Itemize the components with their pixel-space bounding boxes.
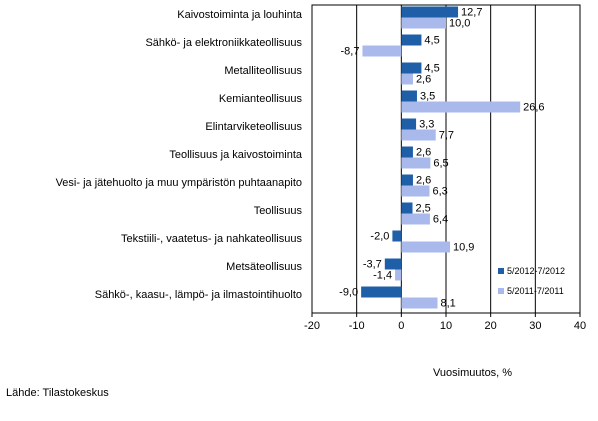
data-label: -3,7 bbox=[363, 259, 382, 271]
category-label: Metsäteollisuus bbox=[226, 261, 302, 273]
bar bbox=[401, 6, 459, 18]
data-label: 4,5 bbox=[424, 35, 439, 47]
data-label: 12,7 bbox=[461, 7, 482, 19]
category-label: Teollisuus bbox=[254, 205, 303, 217]
x-tick-label: 30 bbox=[529, 320, 541, 332]
category-label: Vesi- ja jätehuolto ja muu ympäristön pu… bbox=[56, 177, 302, 189]
data-label: 3,3 bbox=[419, 119, 434, 131]
data-label: 7,7 bbox=[439, 130, 454, 142]
legend-label: 5/2011-7/2011 bbox=[507, 286, 564, 296]
bar bbox=[384, 258, 402, 270]
x-tick-label: -10 bbox=[349, 320, 365, 332]
category-label: Metalliteollisuus bbox=[224, 65, 302, 77]
x-tick-label: 40 bbox=[574, 320, 586, 332]
bar bbox=[401, 157, 431, 169]
bar bbox=[401, 34, 422, 46]
category-label: Sähkö- ja elektroniikkateollisuus bbox=[145, 37, 302, 49]
bar bbox=[401, 17, 446, 29]
bar bbox=[401, 118, 417, 130]
x-tick-label: 0 bbox=[398, 320, 404, 332]
bar bbox=[401, 146, 413, 158]
bar bbox=[401, 73, 413, 85]
data-label: 2,6 bbox=[416, 74, 431, 86]
bar bbox=[395, 269, 402, 281]
bar bbox=[401, 101, 521, 113]
data-label: -2,0 bbox=[370, 231, 389, 243]
data-label: 4,5 bbox=[424, 63, 439, 75]
bar bbox=[401, 90, 417, 102]
bar bbox=[401, 129, 436, 141]
category-label: Tekstiili-, vaatetus- ja nahkateollisuus bbox=[121, 233, 302, 245]
bar bbox=[401, 174, 413, 186]
data-label: 2,6 bbox=[416, 175, 431, 187]
category-label: Teollisuus ja kaivostoiminta bbox=[169, 149, 303, 161]
bar bbox=[401, 213, 430, 225]
source-note: Lähde: Tilastokeskus bbox=[6, 387, 109, 399]
category-label: Elintarviketeollisuus bbox=[205, 121, 302, 133]
bar bbox=[401, 241, 451, 253]
data-label: 6,3 bbox=[432, 186, 447, 198]
data-label: 10,0 bbox=[449, 18, 470, 30]
legend-swatch bbox=[498, 288, 504, 294]
category-label: Kaivostoiminta ja louhinta bbox=[177, 9, 303, 21]
data-label: 2,6 bbox=[416, 147, 431, 159]
data-label: 6,5 bbox=[433, 158, 448, 170]
legend-label: 5/2012-7/2012 bbox=[507, 266, 565, 276]
x-tick-label: 10 bbox=[440, 320, 452, 332]
data-label: -8,7 bbox=[341, 46, 360, 58]
bar bbox=[401, 185, 430, 197]
x-tick-label: -20 bbox=[304, 320, 320, 332]
data-label: -1,4 bbox=[373, 270, 392, 282]
bar bbox=[401, 297, 438, 309]
bar bbox=[361, 286, 402, 298]
data-label: 10,9 bbox=[453, 242, 474, 254]
data-label: -9,0 bbox=[339, 287, 358, 299]
bar bbox=[401, 62, 422, 74]
bar bbox=[392, 230, 402, 242]
x-tick-label: 20 bbox=[485, 320, 497, 332]
legend-swatch bbox=[498, 268, 504, 274]
category-label: Sähkö-, kaasu-, lämpö- ja ilmastointihuo… bbox=[95, 289, 302, 301]
data-label: 26,6 bbox=[523, 102, 544, 114]
data-label: 8,1 bbox=[441, 298, 456, 310]
bar bbox=[362, 45, 402, 57]
bar bbox=[401, 202, 413, 214]
data-label: 3,5 bbox=[420, 91, 435, 103]
x-axis-title: Vuosimuutos, % bbox=[433, 367, 513, 379]
data-label: 2,5 bbox=[416, 203, 431, 215]
data-label: 6,4 bbox=[433, 214, 448, 226]
category-label: Kemianteollisuus bbox=[219, 93, 303, 105]
